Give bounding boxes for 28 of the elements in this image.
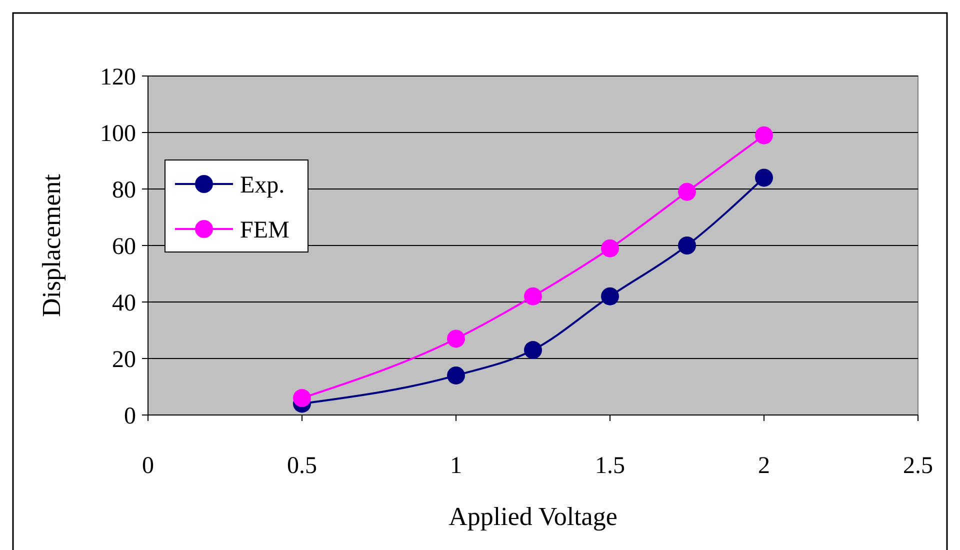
point [447,330,465,348]
point [678,236,696,254]
point [755,126,773,144]
point [601,239,619,258]
point [524,341,542,360]
point [447,366,465,384]
y-tick-label: 20 [112,346,136,373]
legend-label: FEM [240,217,290,244]
x-tick-label: 2.5 [903,453,933,479]
y-tick-label: 60 [112,234,136,260]
point [524,287,542,306]
y-tick-label: 100 [100,120,136,147]
x-tick-label: 1 [450,453,462,479]
point [293,389,311,408]
x-tick-label: 1.5 [595,453,625,479]
x-tick-label: 0 [142,453,154,479]
x-axis-title: Applied Voltage [448,502,618,531]
y-tick-label: 40 [112,290,136,316]
y-tick-label: 80 [112,177,136,204]
point [601,287,619,306]
point [678,182,696,201]
y-axis-title: Displacement [37,173,66,317]
point [755,168,773,187]
y-tick-label: 0 [124,403,136,430]
y-tick-label: 120 [100,64,136,90]
legend-label: Exp. [240,172,285,198]
x-tick-label: 2 [758,453,770,479]
x-tick-label: 0.5 [287,453,317,479]
